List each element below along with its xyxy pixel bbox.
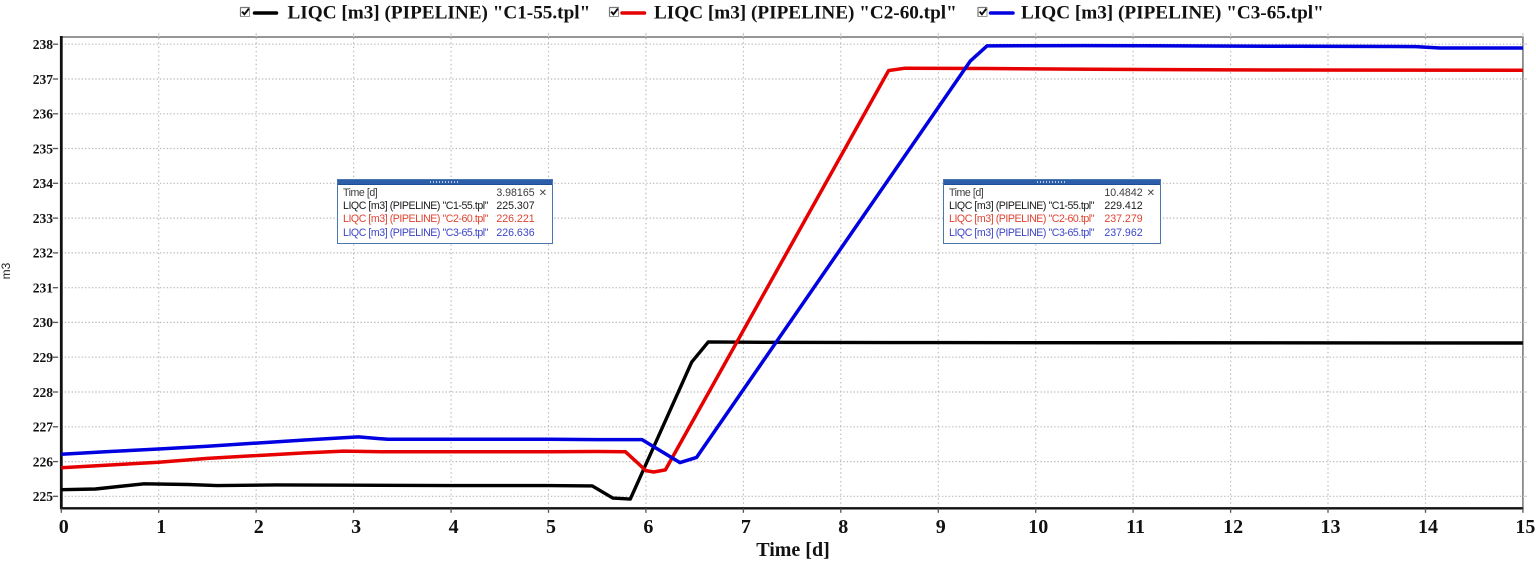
svg-text:3: 3 [351,516,361,538]
svg-text:238: 238 [33,37,54,52]
svg-text:228: 228 [33,385,54,400]
svg-text:13: 13 [1321,516,1341,538]
svg-text:9: 9 [936,516,946,538]
svg-text:4: 4 [449,516,459,538]
svg-text:8: 8 [838,516,848,538]
svg-text:226: 226 [33,454,54,469]
svg-text:0: 0 [59,516,69,538]
svg-text:234: 234 [33,176,54,191]
svg-text:10: 10 [1028,516,1048,538]
svg-text:225: 225 [33,489,54,504]
svg-text:230: 230 [33,315,54,330]
svg-text:232: 232 [33,246,54,261]
svg-text:LIQC [m3] (PIPELINE) "C2-60.tp: LIQC [m3] (PIPELINE) "C2-60.tpl" [654,2,957,23]
svg-text:15: 15 [1515,516,1535,538]
svg-text:233: 233 [33,211,54,226]
svg-text:236: 236 [33,107,54,122]
svg-text:7: 7 [741,516,751,538]
svg-text:231: 231 [33,281,54,296]
svg-text:229: 229 [33,350,54,365]
svg-text:227: 227 [33,420,54,435]
svg-text:11: 11 [1126,516,1145,538]
svg-text:5: 5 [546,516,556,538]
svg-text:237: 237 [33,72,54,87]
svg-text:1: 1 [156,516,166,538]
svg-text:LIQC [m3] (PIPELINE) "C1-55.tp: LIQC [m3] (PIPELINE) "C1-55.tpl" [288,2,591,23]
svg-text:2: 2 [254,516,264,538]
svg-text:6: 6 [643,516,653,538]
svg-text:14: 14 [1418,516,1438,538]
svg-text:12: 12 [1223,516,1243,538]
svg-text:235: 235 [33,141,54,156]
svg-text:Time [d]: Time [d] [756,539,830,561]
svg-text:LIQC [m3] (PIPELINE) "C3-65.tp: LIQC [m3] (PIPELINE) "C3-65.tpl" [1021,2,1324,23]
